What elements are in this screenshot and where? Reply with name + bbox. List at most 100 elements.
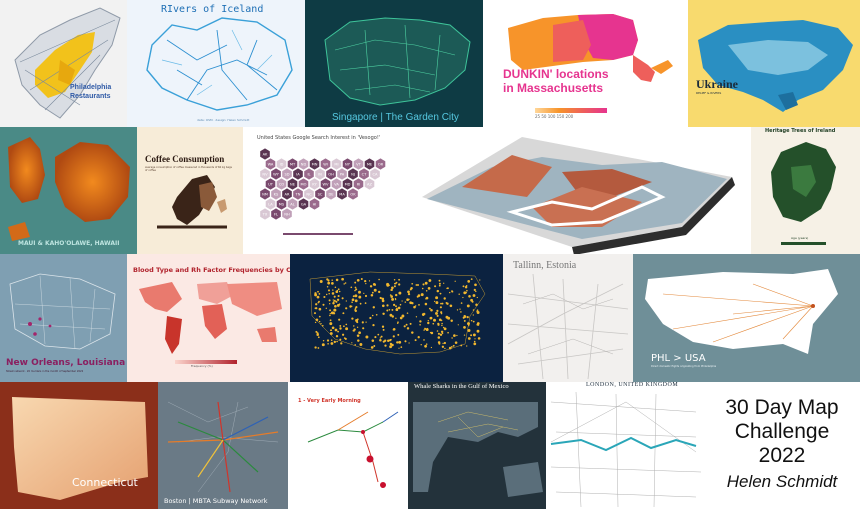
svg-text:VT: VT xyxy=(356,163,361,167)
us-dot xyxy=(474,338,476,340)
tallinn-title: Tallinn, Estonia xyxy=(513,260,577,271)
us-dot xyxy=(444,347,446,350)
us-dot xyxy=(475,303,478,306)
svg-text:ID: ID xyxy=(280,163,284,167)
us-dot xyxy=(381,297,385,301)
us-dot xyxy=(372,306,375,309)
us-dot xyxy=(365,282,367,285)
london-title: LONDON, UNITED KINGDOM xyxy=(586,382,679,388)
us-dot xyxy=(389,345,392,349)
us-dot xyxy=(382,312,385,316)
us-dot xyxy=(328,299,331,302)
us-dot xyxy=(319,280,323,283)
us-dot xyxy=(370,293,374,297)
us-dot xyxy=(317,290,319,293)
us-dot xyxy=(374,336,377,339)
us-dot xyxy=(342,312,345,315)
us-dot xyxy=(395,293,398,297)
hex-state-ri: RI xyxy=(353,178,364,190)
us-dot xyxy=(460,311,462,313)
us-dot xyxy=(314,321,317,324)
usdots-map xyxy=(309,271,486,355)
hex-state-ut: UT xyxy=(265,178,276,190)
us-dot xyxy=(436,289,440,293)
hex-state-ct: CT xyxy=(359,168,369,180)
us-dot xyxy=(352,295,355,298)
hex-state-nc: NC xyxy=(304,188,314,200)
us-dot xyxy=(472,294,476,297)
us-dot xyxy=(391,344,394,347)
iceland-rivers-map xyxy=(146,17,293,111)
svg-text:VA: VA xyxy=(334,183,339,187)
hex-state-ak: AK xyxy=(260,148,270,160)
us-dot xyxy=(470,319,473,322)
maui-title: MAUI & KAHO'OLAWE, HAWAII xyxy=(18,240,120,247)
us-dot xyxy=(398,347,400,349)
us-dot xyxy=(442,342,444,345)
bloodtype-map-tile: Blood Type and Rh Factor Frequencies by … xyxy=(127,254,290,382)
us-dot xyxy=(397,333,400,336)
us-dot xyxy=(394,298,397,301)
coffee-subtitle: average consumption of coffee measured i… xyxy=(145,166,232,172)
us-dot xyxy=(354,299,358,303)
hex-state-sc: SC xyxy=(315,188,325,200)
us-dot xyxy=(389,294,392,296)
us-dot xyxy=(395,308,399,312)
us-dot xyxy=(476,309,479,312)
us-dot xyxy=(399,316,403,320)
svg-text:AK: AK xyxy=(263,153,268,157)
us-dot xyxy=(314,307,317,310)
caption-panel: 30 Day Map Challenge 2022 Helen Schmidt xyxy=(704,382,860,509)
us-dot xyxy=(472,333,476,337)
us-dot xyxy=(436,330,439,332)
hex-state-nh: NH xyxy=(282,208,292,220)
bloodtype-legend: Frequency (%) xyxy=(191,364,213,368)
us-dot xyxy=(423,339,425,341)
us-dot xyxy=(424,327,427,330)
us-dot xyxy=(336,298,340,301)
us-dot xyxy=(351,301,353,303)
us-dot xyxy=(476,311,480,314)
morning-subway-map xyxy=(307,411,399,488)
london-map-tile: LONDON, UNITED KINGDOM xyxy=(546,382,704,509)
us-dot xyxy=(323,295,326,299)
us-dot xyxy=(467,337,471,340)
us-dot xyxy=(393,278,396,281)
us-dot xyxy=(326,285,329,288)
svg-text:AR: AR xyxy=(285,193,290,197)
us-dot xyxy=(435,296,439,300)
us-dot xyxy=(353,325,355,327)
google-title: United States Google Search Interest in … xyxy=(257,135,381,141)
us-dot xyxy=(378,290,381,294)
us-dot xyxy=(407,292,411,296)
hex-state-sd: SD xyxy=(282,168,292,180)
us-dot xyxy=(404,301,407,303)
hex-state-ar: AR xyxy=(282,188,292,200)
us-dot xyxy=(398,278,401,281)
us-dot xyxy=(453,334,456,337)
svg-text:SD: SD xyxy=(284,173,289,177)
svg-text:NJ: NJ xyxy=(351,173,355,177)
ireland-title: Heritage Trees of Ireland xyxy=(765,128,836,134)
us-dot xyxy=(345,300,347,302)
us-dot xyxy=(423,329,425,331)
us-dot xyxy=(371,291,374,294)
us-dot xyxy=(425,328,429,332)
svg-text:WY: WY xyxy=(273,173,280,177)
svg-text:MD: MD xyxy=(345,183,351,187)
us-dot xyxy=(344,337,347,340)
ukraine-map-tile: Ukraine RELIEF & RIVERS xyxy=(688,0,860,127)
hex-state-vt: VT xyxy=(353,158,364,170)
us-dot xyxy=(318,320,321,323)
us-dot xyxy=(384,344,387,347)
hex-state-mo: MO xyxy=(298,178,309,190)
us-dot xyxy=(327,289,331,292)
svg-text:NE: NE xyxy=(290,183,296,187)
us-dot xyxy=(340,342,343,345)
iceland-title: RIvers of Iceland xyxy=(161,4,264,15)
us-dot xyxy=(365,335,369,339)
google-hexmap-tile: United States Google Search Interest in … xyxy=(243,127,402,254)
us-dot xyxy=(398,291,402,295)
us-dot xyxy=(325,293,328,296)
svg-text:MT: MT xyxy=(290,163,296,167)
